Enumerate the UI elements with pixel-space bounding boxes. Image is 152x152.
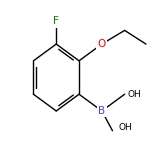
Text: F: F [53,16,59,26]
Text: O: O [98,39,106,49]
Text: OH: OH [128,90,141,99]
Text: B: B [98,106,105,116]
Text: OH: OH [119,123,132,132]
